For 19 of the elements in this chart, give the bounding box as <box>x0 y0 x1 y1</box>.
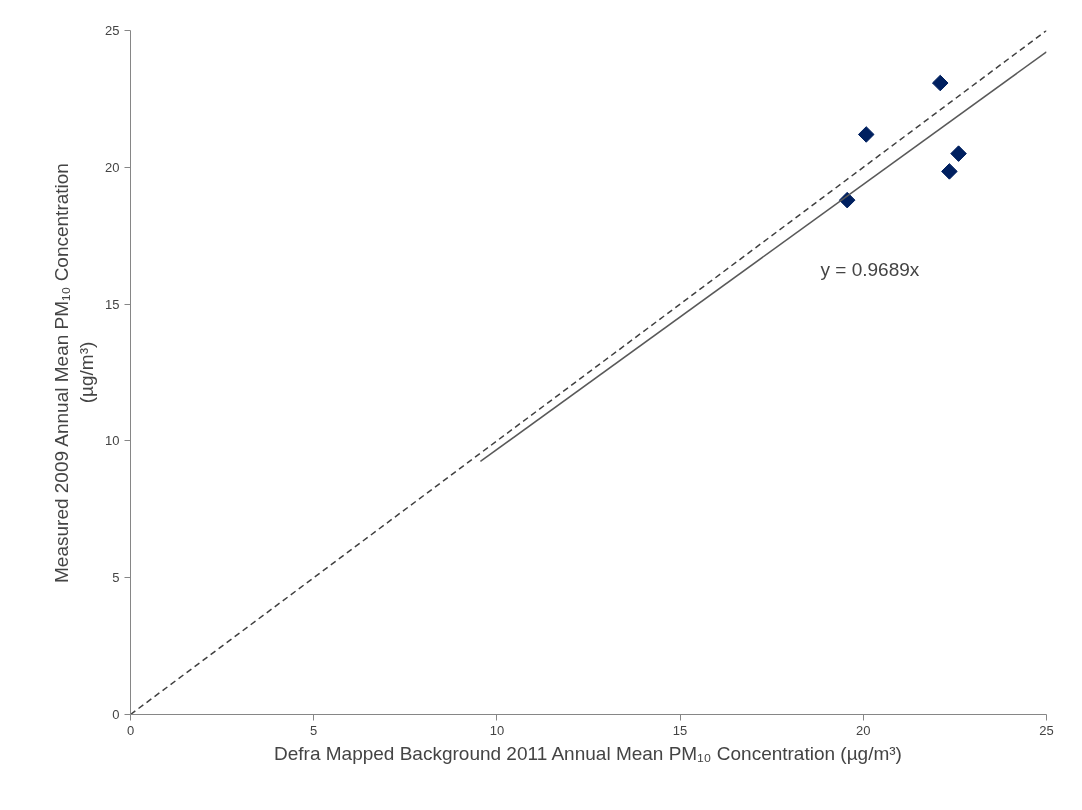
y-tick-label: 15 <box>105 296 120 312</box>
y-axis-title: Measured 2009 Annual Mean PM₁₀ Concentration (µg/m³) <box>50 163 98 583</box>
point <box>931 74 949 92</box>
y-tick-label: 25 <box>105 23 120 38</box>
x-tick-label: 0 <box>126 722 135 738</box>
x-tick-label: 20 <box>856 722 871 738</box>
y-tick-label: 10 <box>105 433 120 449</box>
point <box>857 126 875 143</box>
y-tick-label: 5 <box>112 570 120 586</box>
x-tick-label: 15 <box>672 722 688 738</box>
annotation: y = 0.9689x <box>820 259 920 280</box>
point <box>950 145 967 162</box>
y-tick-label: 0 <box>112 707 120 722</box>
x-tick-label: 10 <box>489 722 505 738</box>
x-tick-label: 5 <box>310 722 318 738</box>
x-axis-title: Defra Mapped Background 2011 Annual Mean PM₁₀ Concentration (µg/m³) <box>274 742 902 764</box>
x-tick-label: 25 <box>1039 722 1054 738</box>
y-tick-label: 20 <box>105 159 120 175</box>
point <box>941 163 958 180</box>
